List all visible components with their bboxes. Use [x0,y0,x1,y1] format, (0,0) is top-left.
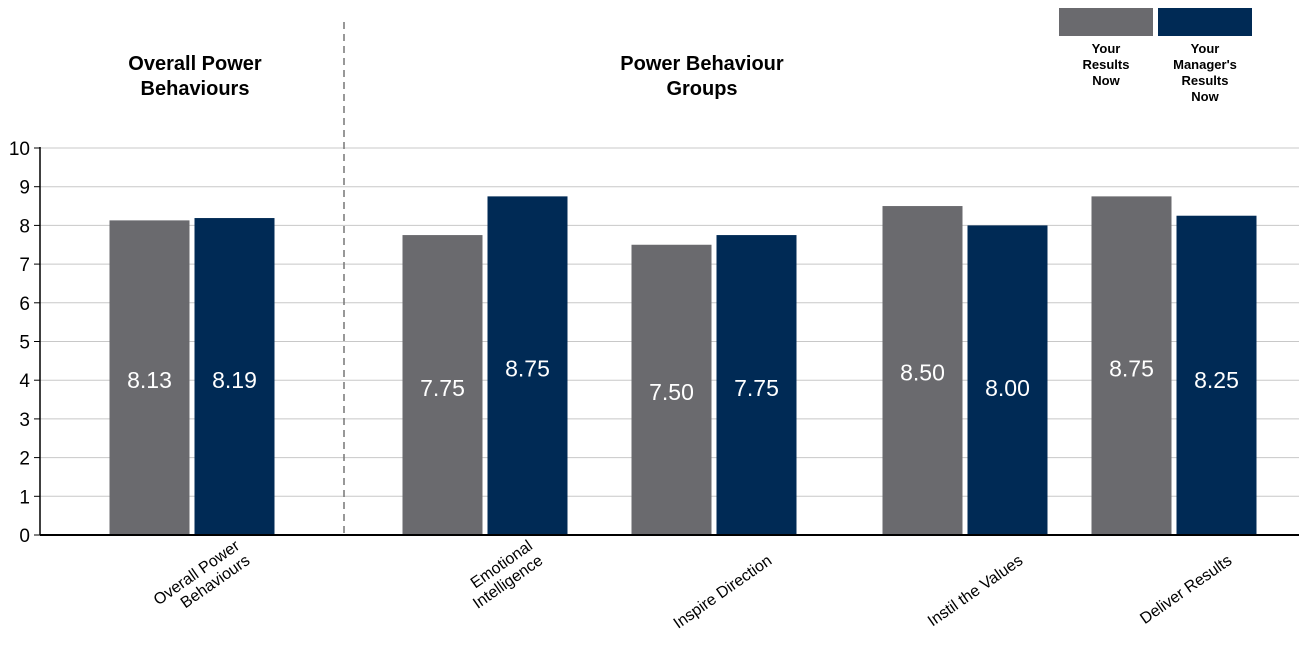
axes: 0 1 2 3 4 5 6 7 8 9 10 [9,22,1299,547]
bar-your-results [402,235,483,535]
section-title-groups: Power Behaviour [620,53,784,75]
data-label: 8.50 [900,359,945,385]
data-label: 8.19 [212,367,257,393]
y-tick-label: 0 [19,526,30,547]
data-label: 8.75 [505,356,550,382]
y-tick-label: 2 [19,449,30,470]
bar-manager-results [967,225,1048,535]
y-tick-label: 10 [9,139,30,160]
legend-label: Manager's [1173,57,1237,72]
data-label: 7.75 [734,375,779,401]
legend-swatch-your-results [1059,8,1153,36]
legend-label: Your [1191,41,1220,56]
bar-your-results [109,220,190,535]
legend-label: Results [1182,73,1229,88]
x-tick-label-line: Inspire Direction [671,552,775,632]
y-tick-label: 3 [19,410,30,431]
x-category-label: Deliver Results [1137,552,1235,628]
x-tick-label-line: Deliver Results [1137,552,1235,628]
y-tick-label: 7 [19,255,30,276]
bar-manager-results [716,235,797,535]
legend-label: Results [1083,57,1130,72]
data-label: 7.75 [420,375,465,401]
y-tick-label: 8 [19,216,30,237]
bar-your-results [1091,196,1172,535]
legend-label: Now [1092,73,1120,88]
y-tick-label: 4 [19,371,30,392]
y-tick-label: 9 [19,178,30,199]
bar-manager-results [487,196,568,535]
section-title-overall: Behaviours [141,78,250,100]
bar-your-results [631,244,712,535]
data-label: 8.13 [127,367,172,393]
y-tick-label: 6 [19,294,30,315]
x-category-label: Inspire Direction [671,552,775,632]
y-tick-label: 5 [19,333,30,354]
bars [109,196,1257,536]
x-tick-label-line: Instil the Values [925,552,1026,630]
section-title-overall: Overall Power [128,53,262,75]
legend-label: Now [1191,89,1219,104]
legend-swatch-manager-results [1158,8,1252,36]
data-label: 8.25 [1194,367,1239,393]
x-category-label: Instil the Values [925,552,1026,630]
bar-manager-results [194,218,275,535]
section-title-groups: Groups [666,78,737,100]
data-label: 7.50 [649,379,694,405]
bar-your-results [882,206,963,536]
data-label: 8.00 [985,375,1030,401]
bar-manager-results [1176,215,1257,535]
data-label: 8.75 [1109,356,1154,382]
y-tick-label: 1 [19,487,30,508]
legend-label: Your [1092,41,1121,56]
